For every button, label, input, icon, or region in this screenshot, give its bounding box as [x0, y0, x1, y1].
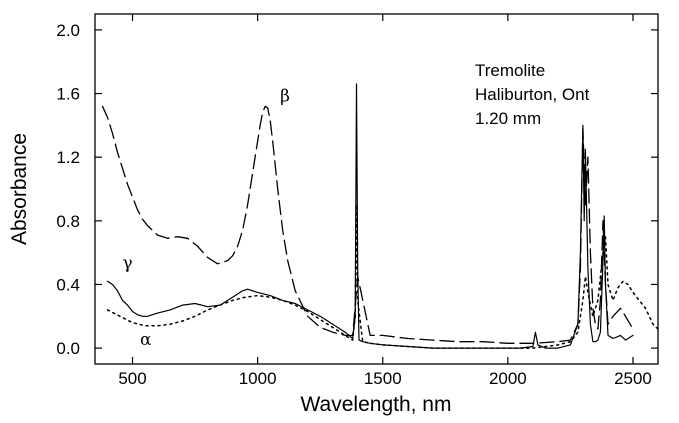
plot-frame [94, 13, 659, 365]
x-tick-label: 1000 [239, 369, 277, 388]
axis-ticks [95, 14, 658, 364]
series-label: α [140, 330, 152, 350]
y-axis-title: Absorbance [8, 133, 31, 245]
series-label: γ [123, 254, 133, 274]
x-tick-label: 1500 [364, 369, 402, 388]
y-tick-label: 1.2 [56, 148, 80, 167]
x-axis-title: Wavelength, nm [301, 393, 452, 416]
x-tick-label: 500 [118, 369, 146, 388]
series-label: β [280, 87, 290, 107]
axis-tick-labels: 500 1000 1500 2000 2500 0.0 0.4 0.8 1.2 1.6 2.0 [56, 21, 652, 388]
x-tick-label: 2000 [489, 369, 527, 388]
y-tick-label: 2.0 [56, 21, 80, 40]
sample-annotation-line-1: Tremolite [475, 61, 545, 80]
x-tick-label: 2500 [614, 369, 652, 388]
y-tick-label: 0.4 [56, 275, 80, 294]
series-line-long-dash [101, 105, 634, 344]
y-tick-label: 1.6 [56, 85, 80, 104]
y-tick-label: 0.0 [56, 339, 80, 358]
data-curves [101, 83, 659, 349]
series-labels: β γ α [123, 87, 290, 350]
series-line-solid [106, 83, 634, 349]
series-line-dotted [106, 204, 659, 349]
sample-annotation-line-3: 1.20 mm [475, 109, 541, 128]
y-tick-label: 0.8 [56, 212, 80, 231]
sample-annotation-line-2: Haliburton, Ont [475, 85, 590, 104]
